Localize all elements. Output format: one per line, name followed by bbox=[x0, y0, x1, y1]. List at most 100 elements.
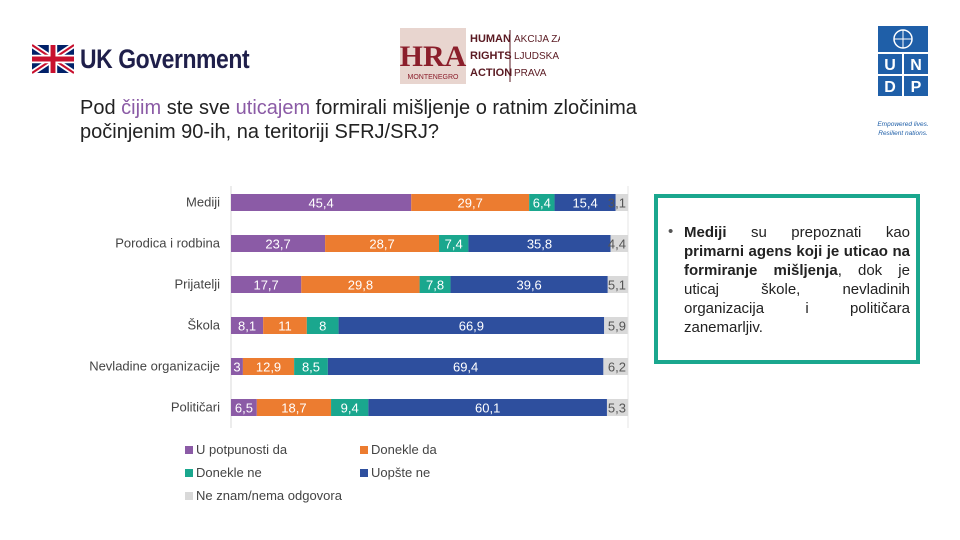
hra-line-me-2: LJUDSKA bbox=[514, 51, 559, 62]
data-label: 7,4 bbox=[445, 237, 463, 252]
data-label: 5,9 bbox=[608, 319, 626, 334]
bar-segment bbox=[306, 317, 339, 334]
undp-logo: U N D P Empowered lives. Resilient natio… bbox=[877, 26, 929, 137]
data-label: 15,4 bbox=[572, 196, 597, 211]
uk-government-logo: UK Government bbox=[32, 40, 279, 78]
chart-svg: Mediji 45,4 29,7 6,4 15,4 3,1 Porodica i rodbi… bbox=[89, 186, 629, 503]
category-label: Škola bbox=[187, 318, 220, 333]
category-label: Prijatelji bbox=[174, 277, 220, 292]
bullet: • bbox=[668, 223, 674, 240]
data-label: 18,7 bbox=[281, 401, 306, 416]
bar-segment bbox=[256, 399, 332, 416]
data-label: 3 bbox=[233, 360, 240, 375]
bar-segment bbox=[615, 194, 628, 211]
bar-segment bbox=[610, 235, 628, 252]
hra-letters: HRA bbox=[400, 40, 467, 73]
hra-line-en-3: ACTION bbox=[470, 67, 512, 79]
bar-segment bbox=[331, 399, 369, 416]
bar-segment bbox=[554, 194, 616, 211]
data-label: 17,7 bbox=[253, 278, 278, 293]
bar-segment bbox=[439, 235, 469, 252]
hra-line-en-1: HUMAN bbox=[470, 33, 511, 45]
hra-line-me-1: AKCIJA ZA bbox=[514, 34, 560, 45]
legend-label: Donekle ne bbox=[196, 465, 262, 480]
category-label: Mediji bbox=[186, 195, 220, 210]
bar-segment bbox=[604, 317, 628, 334]
data-label: 4,4 bbox=[608, 237, 626, 252]
bar-segment bbox=[231, 235, 326, 252]
stacked-bar-chart: Mediji 45,4 29,7 6,4 15,4 3,1 Porodica i rodbi… bbox=[0, 180, 650, 510]
category-label: Političari bbox=[171, 400, 220, 415]
union-jack-icon bbox=[32, 42, 74, 76]
bar-segment bbox=[231, 194, 412, 211]
data-label: 35,8 bbox=[527, 237, 552, 252]
data-label: 69,4 bbox=[453, 360, 478, 375]
svg-text:D: D bbox=[884, 79, 896, 96]
bar-segment bbox=[529, 194, 555, 211]
legend-label: U potpunosti da bbox=[196, 442, 288, 457]
data-label: 60,1 bbox=[475, 401, 500, 416]
bar-segment bbox=[603, 358, 628, 375]
data-label: 29,7 bbox=[458, 196, 483, 211]
legend-label: Uopšte ne bbox=[371, 465, 430, 480]
bar-segment bbox=[231, 358, 243, 375]
bar-segment bbox=[419, 276, 451, 293]
svg-text:N: N bbox=[910, 57, 922, 74]
bar-segment bbox=[607, 276, 628, 293]
svg-text:U: U bbox=[884, 57, 896, 74]
legend-swatch bbox=[185, 446, 193, 454]
legend-label: Ne znam/nema odgovora bbox=[196, 488, 343, 503]
bar-segment bbox=[242, 358, 295, 375]
bar-segment bbox=[368, 399, 607, 416]
hra-subtitle: MONTENEGRO bbox=[408, 74, 460, 81]
data-label: 28,7 bbox=[369, 237, 394, 252]
bar-segment bbox=[450, 276, 608, 293]
bar-segment bbox=[231, 317, 264, 334]
bar-segment bbox=[325, 235, 440, 252]
bar-segment bbox=[231, 276, 302, 293]
data-label: 23,7 bbox=[265, 237, 290, 252]
data-label: 5,3 bbox=[608, 401, 626, 416]
bar-segment bbox=[411, 194, 530, 211]
legend-swatch bbox=[185, 492, 193, 500]
hra-logo: HRA MONTENEGRO HUMAN RIGHTS ACTION AKCIJ… bbox=[400, 28, 560, 84]
uk-government-text: UK Government bbox=[80, 43, 250, 74]
undp-tagline-2: Resilient nations. bbox=[878, 130, 928, 137]
bar-segment bbox=[606, 399, 628, 416]
data-label: 8,1 bbox=[238, 319, 256, 334]
hra-line-me-3: PRAVA bbox=[514, 68, 547, 79]
bar-segment bbox=[301, 276, 420, 293]
legend-swatch bbox=[360, 469, 368, 477]
data-label: 6,4 bbox=[533, 196, 551, 211]
bar-segment bbox=[294, 358, 328, 375]
data-label: 66,9 bbox=[459, 319, 484, 334]
data-label: 8,5 bbox=[302, 360, 320, 375]
category-label: Nevladine organizacije bbox=[89, 359, 220, 374]
data-label: 8 bbox=[319, 319, 326, 334]
data-label: 6,5 bbox=[235, 401, 253, 416]
data-label: 11 bbox=[278, 319, 292, 334]
data-label: 3,1 bbox=[608, 196, 626, 211]
question-title: Pod čijim ste sve uticajem formirali miš… bbox=[80, 97, 637, 143]
summary-text: Mediji su prepoznati kao primarni agens … bbox=[684, 224, 910, 336]
bar-segment bbox=[338, 317, 605, 334]
undp-tagline-1: Empowered lives. bbox=[877, 121, 928, 128]
legend-label: Donekle da bbox=[371, 442, 438, 457]
data-label: 12,9 bbox=[256, 360, 281, 375]
bar-segment bbox=[231, 399, 257, 416]
data-label: 5,1 bbox=[608, 278, 626, 293]
bar-segment bbox=[263, 317, 307, 334]
summary-box: • Mediji su prepoznati kao primarni agen… bbox=[654, 194, 920, 364]
bar-segment bbox=[327, 358, 604, 375]
data-label: 45,4 bbox=[308, 196, 333, 211]
bar-segment bbox=[468, 235, 611, 252]
data-label: 29,8 bbox=[348, 278, 373, 293]
data-label: 39,6 bbox=[516, 278, 541, 293]
data-label: 6,2 bbox=[608, 360, 626, 375]
category-label: Porodica i rodbina bbox=[115, 236, 221, 251]
legend-swatch bbox=[185, 469, 193, 477]
data-label: 9,4 bbox=[341, 401, 359, 416]
data-label: 7,8 bbox=[426, 278, 444, 293]
hra-line-en-2: RIGHTS bbox=[470, 50, 512, 62]
legend-swatch bbox=[360, 446, 368, 454]
